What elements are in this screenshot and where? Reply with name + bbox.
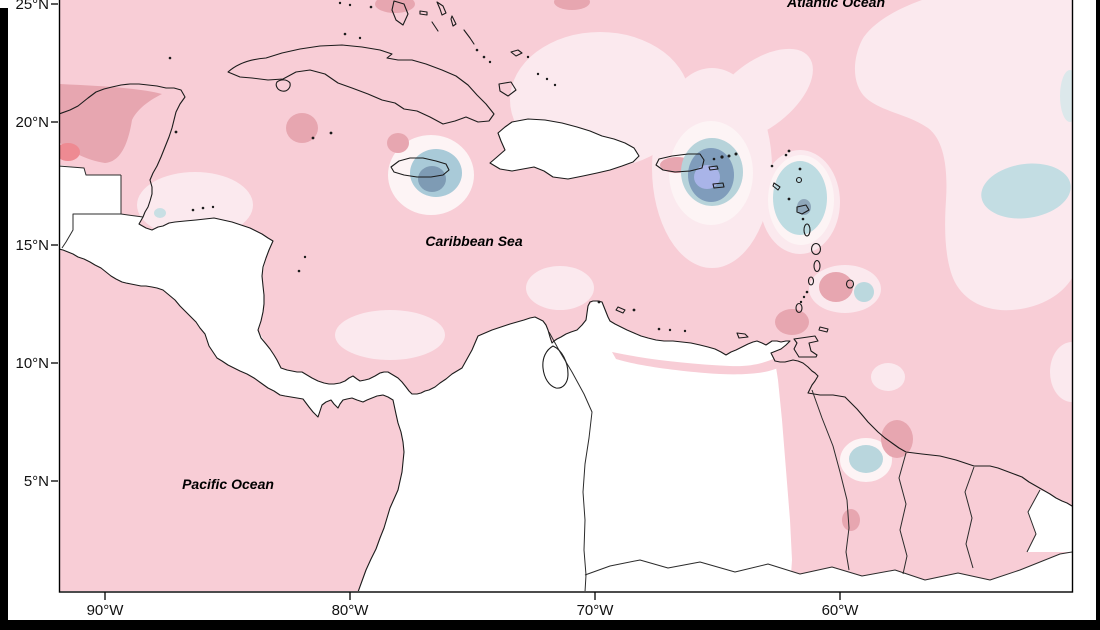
blob-nw-of-jamaica <box>387 133 409 153</box>
caribbean-sea-label: Caribbean Sea <box>425 233 522 249</box>
land-hispaniola <box>490 119 639 179</box>
coast-andros <box>391 0 409 26</box>
border-venezuela-guyana <box>811 389 850 571</box>
coast-st-lucia <box>813 259 821 273</box>
black-bar-left <box>0 8 8 630</box>
pale-region-southwest-hispaniola <box>526 266 594 310</box>
lon-tick-90w: 90°W <box>87 602 125 619</box>
coast-jamaica <box>390 157 450 178</box>
border-mexico-guatemala-belize <box>60 165 144 249</box>
lon-tick-80w: 80°W <box>332 602 370 619</box>
atlantic-ocean-label: Atlantic Ocean <box>786 0 885 10</box>
coast-caribbean-atlantic <box>60 83 1072 507</box>
black-bar-bottom <box>0 620 1100 630</box>
coast-eleuthera <box>436 1 447 16</box>
plot-frame <box>58 0 1074 593</box>
pink-coastal-band-venezuela <box>612 352 781 375</box>
coast-exuma <box>431 21 439 32</box>
coast-hispaniola <box>489 118 640 180</box>
pale-spot-ne-trinidad <box>871 363 905 391</box>
pale-region-honduras-offshore <box>335 310 445 360</box>
blue-atlantic-east <box>981 163 1071 219</box>
pale-band-right-edge <box>1050 342 1072 402</box>
blob-north-of-trinidad <box>775 309 809 335</box>
map-plot-area: Atlantic Ocean Caribbean Sea Pacific Oce… <box>60 0 1072 591</box>
blue-belize-dot <box>154 208 166 218</box>
coast-pacific <box>60 248 405 591</box>
coast-margarita <box>736 332 749 339</box>
coast-puerto-rico <box>655 153 705 173</box>
black-bar-right <box>1096 0 1100 630</box>
border-suriname-french-guiana <box>964 466 975 569</box>
lat-tick-25n: 25°N <box>15 0 49 13</box>
coast-trinidad <box>793 335 819 358</box>
pale-region-atlantic-east <box>854 0 1072 311</box>
coast-cuba <box>227 44 495 125</box>
coast-isla-juventud <box>275 79 291 92</box>
coast-barbados <box>845 279 855 289</box>
coast-st-vincent <box>807 276 815 286</box>
blob-guyana-south <box>842 509 860 531</box>
blue-guyana <box>849 445 883 473</box>
blue-leeward <box>773 161 827 235</box>
border-guyana-suriname <box>898 452 908 575</box>
lat-tick-5n: 5°N <box>24 473 49 490</box>
coast-dominica <box>803 223 811 237</box>
lat-tick-15n: 15°N <box>15 237 49 254</box>
border-venezuela-brazil <box>584 551 1072 581</box>
coast-guadeloupe <box>796 204 810 215</box>
coast-martinique <box>810 242 822 256</box>
coast-antigua <box>795 176 803 184</box>
border-colombia-venezuela <box>548 331 593 591</box>
coastlines <box>60 0 1072 591</box>
coast-curacao <box>615 306 626 314</box>
blue-virgin-core <box>694 165 720 189</box>
lon-tick-60w: 60°W <box>822 602 860 619</box>
coast-st-croix <box>712 182 725 189</box>
coast-grenada <box>795 302 803 314</box>
lat-tick-10n: 10°N <box>15 355 49 372</box>
lon-tick-70w: 70°W <box>577 602 615 619</box>
axis-ticks <box>51 3 841 600</box>
blue-barbados <box>854 282 874 302</box>
coast-vieques <box>708 165 719 171</box>
blob-top-center <box>554 0 590 10</box>
blue-right-edge-faint <box>1060 70 1072 122</box>
blob-west-of-jamaica <box>286 113 318 143</box>
coast-caicos <box>510 49 523 57</box>
longitude-axis-labels: 90°W 80°W 70°W 60°W <box>87 602 860 619</box>
coast-tobago <box>818 326 829 333</box>
border-french-guiana-brazil <box>1026 489 1041 553</box>
land-central-south-america <box>60 165 792 591</box>
lat-tick-20n: 20°N <box>15 114 49 131</box>
land-brazil <box>585 490 1072 591</box>
coast-long-island-bahamas <box>463 29 475 45</box>
blob-top-bahamas <box>375 0 415 13</box>
coast-new-providence <box>419 10 428 16</box>
coast-st-kitts <box>772 182 781 191</box>
positive-anomaly-blobs <box>60 0 913 531</box>
blue-jamaica-inner <box>418 166 446 192</box>
blob-martinique <box>819 272 853 302</box>
negative-anomaly-blobs <box>154 70 1072 473</box>
blob-guyana-border <box>881 420 913 458</box>
country-borders <box>60 165 1072 591</box>
blob-strong-campeche <box>60 143 80 161</box>
coast-great-inagua <box>498 81 517 97</box>
latitude-axis-labels: 25°N 20°N 15°N 10°N 5°N <box>15 0 49 490</box>
small-island-specks <box>168 1 809 333</box>
coast-cat-island <box>450 15 457 27</box>
pacific-ocean-label: Pacific Ocean <box>182 476 274 492</box>
land-mass-fills <box>60 119 1072 591</box>
blob-west-yucatan <box>60 84 162 163</box>
